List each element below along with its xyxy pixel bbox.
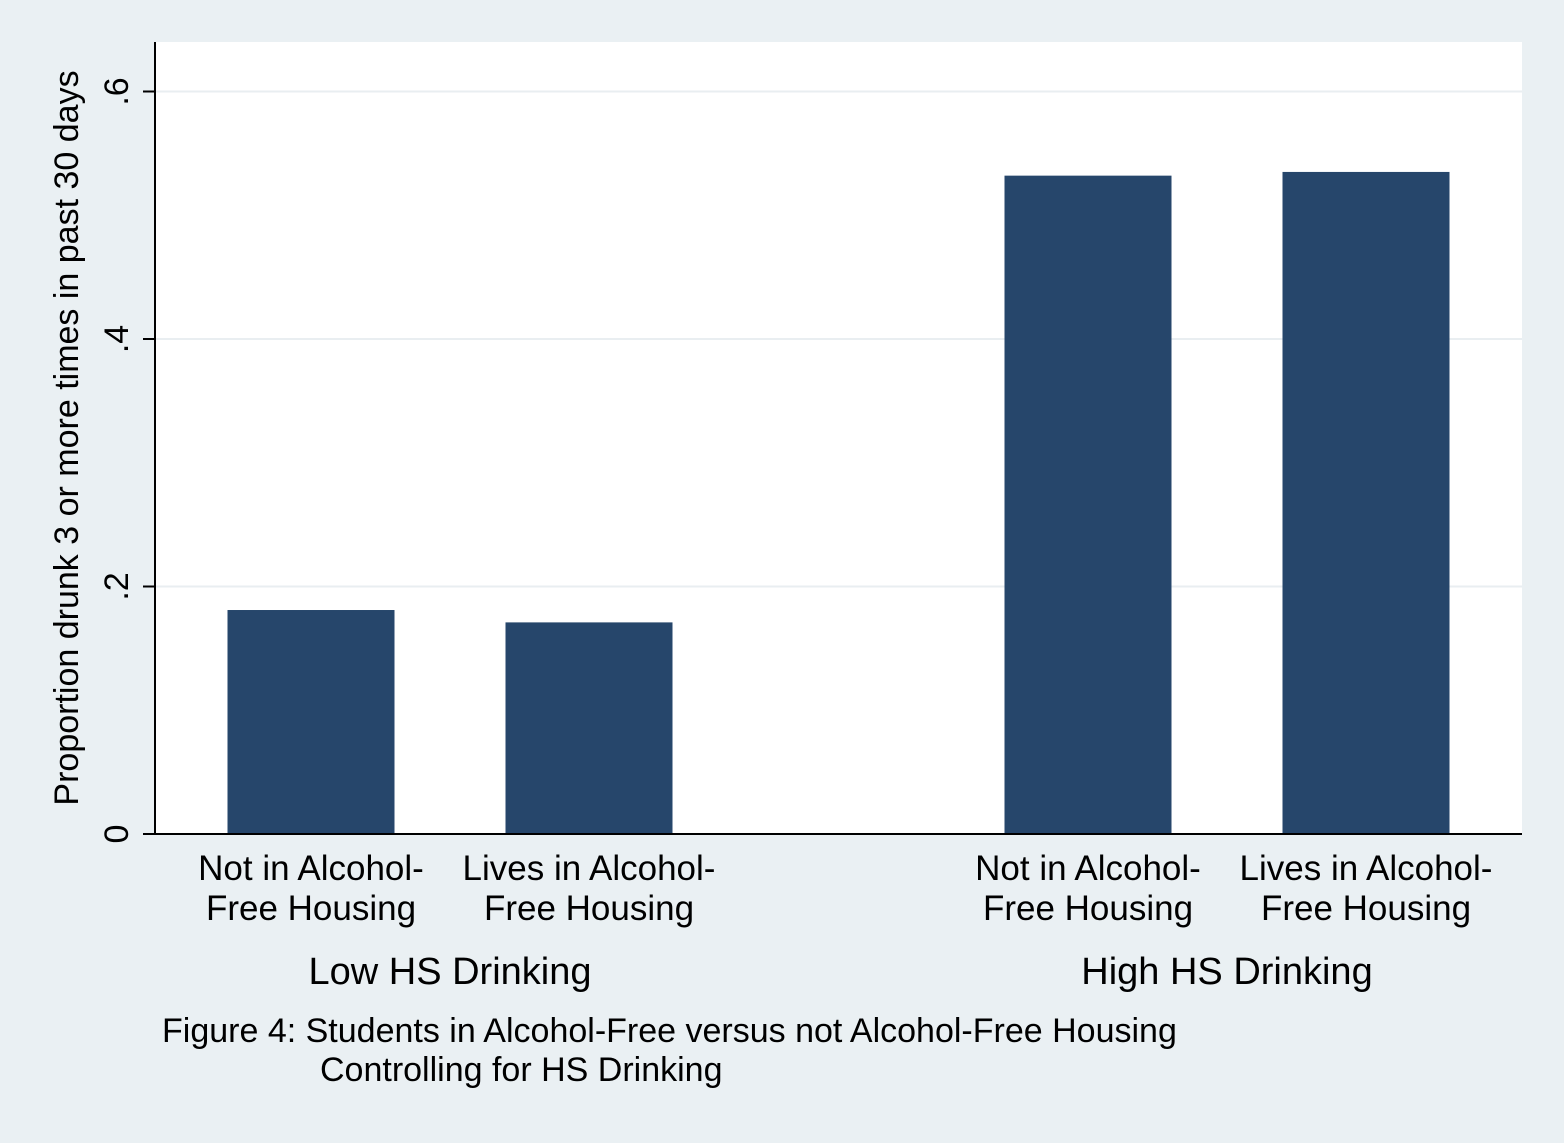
x-tick-label: Free Housing [1261, 889, 1471, 928]
caption-line: Figure 4: Students in Alcohol-Free versu… [162, 1012, 1177, 1050]
bar [1004, 175, 1172, 834]
bar [227, 610, 395, 834]
y-axis-label: Proportion drunk 3 or more times in past… [48, 70, 86, 805]
caption-line: Controlling for HS Drinking [320, 1051, 723, 1089]
y-tick-label: 0 [98, 825, 136, 844]
x-tick-label: Lives in Alcohol- [463, 849, 716, 888]
x-tick-label: Not in Alcohol- [975, 849, 1201, 888]
bars [227, 171, 1450, 834]
x-tick-label: Free Housing [206, 889, 416, 928]
bar [1282, 171, 1450, 834]
group-label: Low HS Drinking [309, 951, 592, 993]
y-ticks: 0 .2 .4 .6 [98, 77, 155, 843]
x-tick-label: Not in Alcohol- [198, 849, 424, 888]
y-tick-label: .2 [98, 572, 136, 600]
figure-caption: Figure 4: Students in Alcohol-Free versu… [162, 1012, 1177, 1089]
y-tick-label: .6 [98, 77, 136, 105]
x-tick-label: Lives in Alcohol- [1240, 849, 1493, 888]
bar [505, 622, 673, 834]
x-tick-label: Free Housing [484, 889, 694, 928]
y-tick-label: .4 [98, 325, 136, 353]
x-tick-label: Free Housing [983, 889, 1193, 928]
group-label: High HS Drinking [1081, 951, 1372, 993]
group-labels: Low HS Drinking High HS Drinking [309, 951, 1373, 993]
